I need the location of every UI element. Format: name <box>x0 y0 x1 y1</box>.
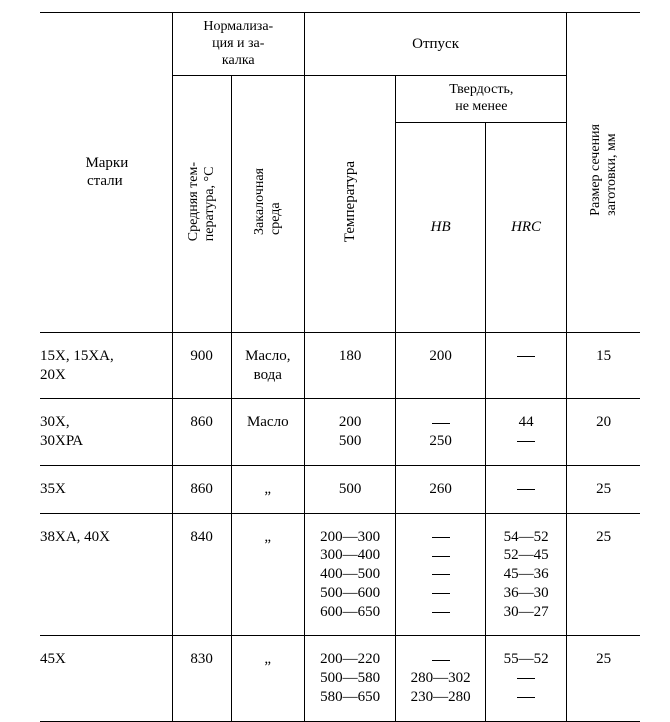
cell-tempering-temp: 200—220500—580580—650 <box>304 636 396 721</box>
col-steel-label: Маркистали <box>83 149 128 195</box>
col-avg-temp-label: Средняя тем-пература, °С <box>186 156 218 247</box>
cell-avg-temp: 840 <box>172 513 231 636</box>
cell-medium: „ <box>231 513 304 636</box>
col-steel-header: Маркистали <box>40 13 172 333</box>
cell-medium: Масло,вода <box>231 332 304 399</box>
table-row: 30Х,30ХРА860Масло2005002504420 <box>40 399 640 466</box>
cell-hrc <box>485 332 566 399</box>
col-medium-label: Закалочнаясреда <box>252 162 284 241</box>
table-row: 45Х830„200—220500—580580—650280—302230—2… <box>40 636 640 721</box>
col-temp-header: Температура <box>304 76 396 333</box>
cell-hb: 200 <box>396 332 485 399</box>
cell-size: 20 <box>567 399 640 466</box>
cell-steel: 15Х, 15ХА,20Х <box>40 332 172 399</box>
cell-hrc: 54—5252—4545—3636—3030—27 <box>485 513 566 636</box>
col-temp-label: Температура <box>342 155 359 248</box>
cell-tempering-temp: 500 <box>304 465 396 513</box>
cell-size: 25 <box>567 636 640 721</box>
col-avg-temp-header: Средняя тем-пература, °С <box>172 76 231 333</box>
group-tempering-header: Отпуск <box>304 13 566 76</box>
table-row: 35Х860„500260 25 <box>40 465 640 513</box>
cell-steel: 38ХА, 40Х <box>40 513 172 636</box>
col-hb-header: HB <box>396 122 485 332</box>
col-size-header: Размер сечениязаготовки, мм <box>567 13 640 333</box>
col-medium-header: Закалочнаясреда <box>231 76 304 333</box>
cell-steel: 30Х,30ХРА <box>40 399 172 466</box>
cell-hb: 280—302230—280 <box>396 636 485 721</box>
cell-medium: „ <box>231 465 304 513</box>
cell-tempering-temp: 180 <box>304 332 396 399</box>
group-hardness-header: Твердость,не менее <box>396 76 567 123</box>
steel-heat-treatment-table: Маркистали Нормализа-ция и за-калка Отпу… <box>40 12 640 722</box>
cell-size: 25 <box>567 513 640 636</box>
table-row: 38ХА, 40Х840„200—300300—400400—500500—60… <box>40 513 640 636</box>
col-hrc-header: HRC <box>485 122 566 332</box>
cell-hb: 250 <box>396 399 485 466</box>
cell-hb: 260 <box>396 465 485 513</box>
cell-hrc <box>485 465 566 513</box>
cell-medium: Масло <box>231 399 304 466</box>
cell-steel: 35Х <box>40 465 172 513</box>
cell-avg-temp: 830 <box>172 636 231 721</box>
cell-avg-temp: 900 <box>172 332 231 399</box>
cell-avg-temp: 860 <box>172 465 231 513</box>
table-body: 15Х, 15ХА,20Х900Масло,вода1802001530Х,30… <box>40 332 640 721</box>
cell-medium: „ <box>231 636 304 721</box>
cell-hb <box>396 513 485 636</box>
group-normalization-header: Нормализа-ция и за-калка <box>172 13 304 76</box>
cell-hrc: 55—52 <box>485 636 566 721</box>
table-row: 15Х, 15ХА,20Х900Масло,вода180200 15 <box>40 332 640 399</box>
col-size-label: Размер сечениязаготовки, мм <box>588 118 620 222</box>
cell-tempering-temp: 200500 <box>304 399 396 466</box>
cell-steel: 45Х <box>40 636 172 721</box>
cell-avg-temp: 860 <box>172 399 231 466</box>
cell-size: 25 <box>567 465 640 513</box>
cell-hrc: 44 <box>485 399 566 466</box>
cell-size: 15 <box>567 332 640 399</box>
cell-tempering-temp: 200—300300—400400—500500—600600—650 <box>304 513 396 636</box>
